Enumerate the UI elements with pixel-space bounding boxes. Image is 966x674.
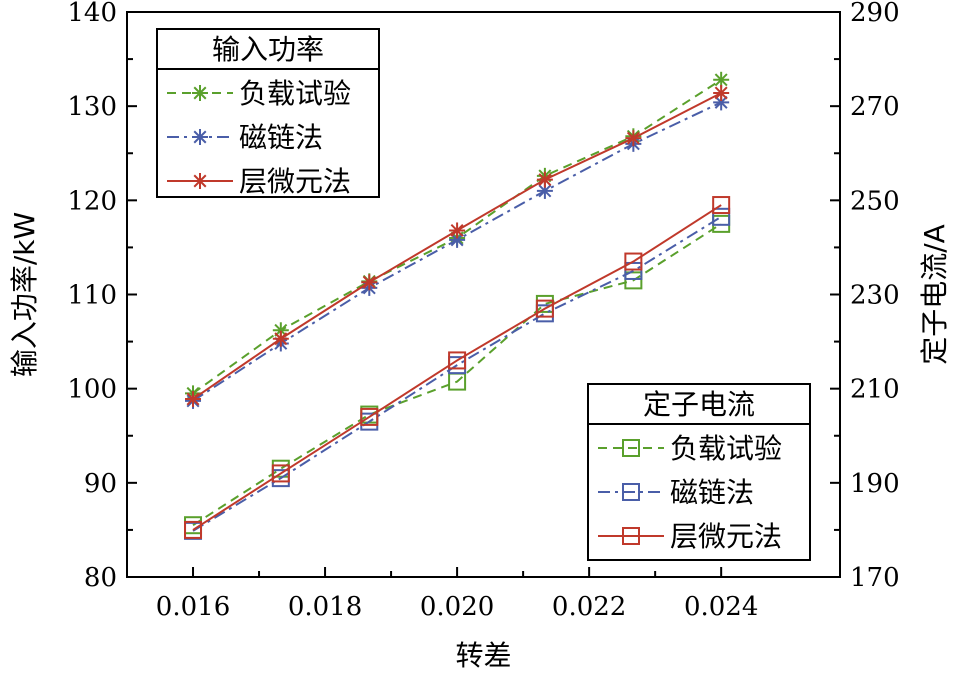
legend-current-label-2: 层微元法 [670, 520, 782, 553]
legend-power-swatch-marker-1-stroke-3 [193, 130, 207, 144]
legend-power-swatch-marker-1 [192, 129, 208, 145]
data-point-power-2-2 [361, 274, 378, 291]
data-point-current-5-2 [360, 407, 379, 426]
legend-power-swatch-marker-0-stroke-3 [193, 86, 207, 100]
data-point-power-2-5-stroke-3 [626, 131, 640, 145]
data-point-power-1-3-stroke-3 [450, 233, 464, 247]
data-point-current-5-1 [271, 464, 290, 483]
data-point-current-3-5 [624, 271, 643, 290]
data-point-current-5-4 [535, 299, 554, 318]
data-point-power-2-5 [625, 130, 642, 147]
data-point-power-2-4-stroke-3 [538, 173, 552, 187]
legend-current-label-1: 磁链法 [670, 476, 754, 509]
data-point-current-5-0 [184, 520, 203, 539]
legend-current-title: 定子电流 [643, 388, 755, 421]
data-point-power-1-6 [713, 94, 730, 111]
legend-current-box [587, 383, 811, 561]
x-tick-label-0: 0.016 [156, 592, 230, 622]
data-point-power-1-6-stroke-3 [714, 95, 728, 109]
data-point-power-2-3-stroke-3 [450, 223, 464, 237]
y-right-tick-label-4: 250 [850, 186, 900, 216]
data-point-power-2-6 [713, 84, 730, 101]
y-right-tick-label-2: 210 [850, 375, 900, 405]
legend-power-box [156, 28, 380, 198]
legend-power-swatch-marker-0 [192, 85, 208, 101]
x-axis-title: 转差 [455, 639, 511, 672]
y-left-tick-label-3: 110 [67, 281, 117, 311]
y-left-tick-label-1: 90 [84, 469, 117, 499]
data-point-current-4-5 [624, 261, 643, 280]
series-line-current-5 [192, 204, 722, 531]
data-point-power-2-4 [536, 171, 553, 188]
data-point-power-2-3 [449, 222, 466, 239]
data-point-power-1-4-stroke-3 [538, 184, 552, 198]
chart-axes: 0.016 0.018 0.020 0.022 0.024 80 90 100 110 120 13… [8, 0, 951, 672]
data-point-current-5-5 [624, 252, 643, 271]
data-point-current-5-3 [448, 351, 467, 370]
x-tick-label-4: 0.024 [684, 592, 758, 622]
legend-power-label-1: 磁链法 [239, 121, 323, 154]
y-right-axis-title: 定子电流/A [918, 224, 951, 365]
y-right-tick-label-3: 230 [850, 281, 900, 311]
data-point-power-2-2-stroke-3 [362, 275, 376, 289]
legend-power-swatch-marker-2-stroke-3 [193, 174, 207, 188]
x-tick-label-1: 0.018 [288, 592, 362, 622]
legend-power-label-0: 负载试验 [239, 77, 351, 110]
data-point-current-4-6 [712, 207, 731, 226]
y-left-tick-label-4: 120 [67, 186, 117, 216]
data-point-power-2-1 [272, 330, 289, 347]
y-right-tick-label-6: 290 [850, 0, 900, 28]
series-line-current-3 [192, 223, 722, 527]
x-tick-label-3: 0.022 [552, 592, 626, 622]
data-point-power-2-6-stroke-3 [714, 86, 728, 100]
y-left-tick-label-2: 100 [67, 375, 117, 405]
data-point-power-2-0 [185, 391, 202, 408]
x-tick-label-2: 0.020 [420, 592, 494, 622]
legend-power-title: 输入功率 [212, 33, 324, 66]
data-point-current-5-6 [712, 196, 731, 215]
data-point-power-2-0-stroke-3 [186, 392, 200, 406]
y-left-axis-title: 输入功率/kW [8, 212, 41, 377]
legend-current-swatch-marker-0 [622, 439, 640, 457]
data-point-power-2-1-stroke-3 [274, 332, 288, 346]
data-point-power-0-6-stroke-3 [714, 73, 728, 87]
legend-current-label-0: 负载试验 [670, 432, 782, 465]
y-right-tick-label-0: 170 [850, 563, 900, 593]
series-line-current-4 [192, 215, 722, 532]
y-left-tick-label-5: 130 [67, 92, 117, 122]
y-right-tick-label-5: 270 [850, 92, 900, 122]
y-left-tick-label-6: 140 [67, 0, 117, 28]
legend-power-label-2: 层微元法 [239, 165, 351, 198]
legend-current-swatch-marker-2 [622, 527, 640, 545]
legend-current-swatch-marker-1 [622, 483, 640, 501]
chart-marks [184, 71, 731, 540]
y-right-tick-label-1: 190 [850, 469, 900, 499]
y-left-tick-label-0: 80 [84, 563, 117, 593]
legend-power-swatch-marker-2 [192, 173, 208, 189]
